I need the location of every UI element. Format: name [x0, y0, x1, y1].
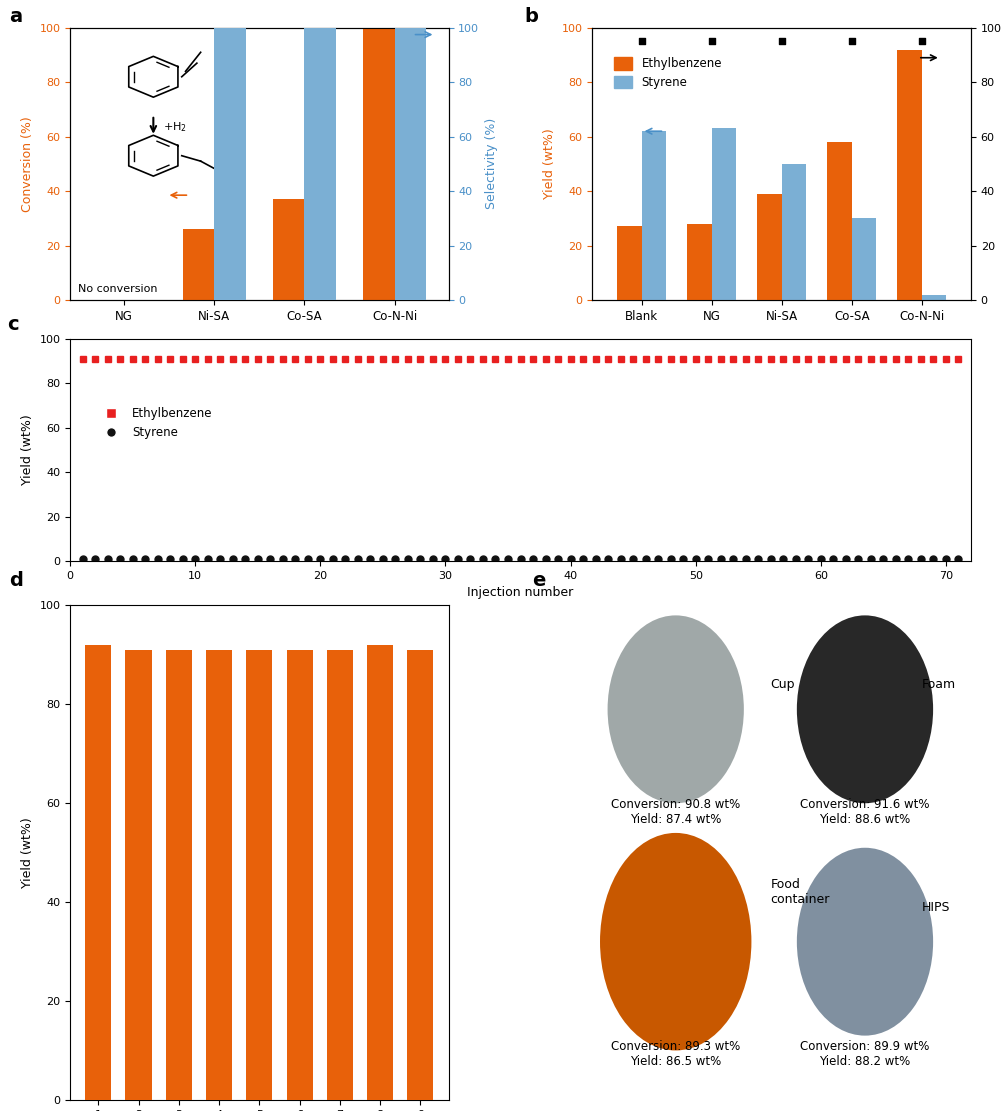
- Bar: [407, 650, 433, 1100]
- Bar: [85, 645, 111, 1100]
- Ethylbenzene: [502, 352, 515, 366]
- Legend: Ethylbenzene, Styrene: Ethylbenzene, Styrene: [610, 52, 727, 94]
- Bar: [897, 50, 922, 300]
- Bar: [183, 229, 214, 300]
- Bar: [922, 294, 946, 300]
- Y-axis label: Yield (wt%): Yield (wt%): [21, 818, 34, 888]
- Styrene: [102, 552, 114, 565]
- Ethylbenzene: [603, 352, 615, 366]
- Bar: [827, 142, 852, 300]
- Text: b: b: [525, 8, 539, 27]
- Point: [704, 32, 720, 50]
- Line: Ethylbenzene: Ethylbenzene: [79, 356, 962, 362]
- Bar: [782, 164, 806, 300]
- Ethylbenzene: [326, 352, 338, 366]
- Y-axis label: Conversion (%): Conversion (%): [21, 116, 34, 212]
- Ellipse shape: [797, 848, 933, 1035]
- Bar: [273, 199, 304, 300]
- Y-axis label: Yield (wt%): Yield (wt%): [544, 129, 557, 199]
- Ellipse shape: [797, 615, 933, 803]
- Ellipse shape: [608, 615, 744, 803]
- Text: a: a: [9, 8, 23, 27]
- Text: Conversion: 89.9 wt%
Yield: 88.2 wt%: Conversion: 89.9 wt% Yield: 88.2 wt%: [800, 1040, 930, 1068]
- Bar: [214, 28, 246, 300]
- Y-axis label: Selectivity (%): Selectivity (%): [484, 118, 497, 210]
- Bar: [712, 129, 736, 300]
- Text: Foam: Foam: [922, 678, 956, 691]
- X-axis label: Injection number: Injection number: [467, 587, 574, 599]
- Bar: [642, 131, 666, 300]
- Bar: [326, 650, 353, 1100]
- Styrene: [603, 552, 615, 565]
- Bar: [687, 223, 712, 300]
- Bar: [304, 28, 336, 300]
- Bar: [166, 650, 192, 1100]
- Bar: [125, 650, 151, 1100]
- Bar: [852, 218, 876, 300]
- Point: [844, 32, 860, 50]
- Point: [634, 32, 650, 50]
- Bar: [206, 650, 232, 1100]
- Point: [914, 32, 930, 50]
- Text: No conversion: No conversion: [78, 283, 157, 293]
- Bar: [757, 193, 782, 300]
- Text: Cup: Cup: [771, 678, 795, 691]
- Text: HIPS: HIPS: [922, 901, 950, 913]
- Y-axis label: Yield (wt%): Yield (wt%): [21, 414, 34, 486]
- Bar: [394, 28, 426, 300]
- Bar: [367, 645, 393, 1100]
- Bar: [617, 227, 642, 300]
- Ellipse shape: [600, 833, 752, 1051]
- Styrene: [401, 552, 414, 565]
- Ethylbenzene: [401, 352, 414, 366]
- Bar: [286, 650, 312, 1100]
- Text: Conversion: 91.6 wt%
Yield: 88.6 wt%: Conversion: 91.6 wt% Yield: 88.6 wt%: [800, 798, 930, 825]
- Styrene: [76, 552, 89, 565]
- Line: Styrene: Styrene: [79, 556, 962, 562]
- Bar: [246, 650, 272, 1100]
- Styrene: [953, 552, 965, 565]
- Text: +H$_2$: +H$_2$: [163, 120, 187, 134]
- Text: c: c: [7, 314, 19, 334]
- Point: [774, 32, 790, 50]
- Ethylbenzene: [903, 352, 915, 366]
- Text: d: d: [9, 571, 23, 590]
- Text: Conversion: 90.8 wt%
Yield: 87.4 wt%: Conversion: 90.8 wt% Yield: 87.4 wt%: [611, 798, 741, 825]
- Ethylbenzene: [76, 352, 89, 366]
- Text: Conversion: 89.3 wt%
Yield: 86.5 wt%: Conversion: 89.3 wt% Yield: 86.5 wt%: [611, 1040, 741, 1068]
- Styrene: [502, 552, 515, 565]
- Legend: Ethylbenzene, Styrene: Ethylbenzene, Styrene: [94, 402, 217, 444]
- Styrene: [903, 552, 915, 565]
- Text: e: e: [532, 571, 546, 590]
- Ethylbenzene: [102, 352, 114, 366]
- Bar: [363, 28, 394, 300]
- Text: Food
container: Food container: [771, 878, 830, 907]
- Styrene: [326, 552, 338, 565]
- Ethylbenzene: [953, 352, 965, 366]
